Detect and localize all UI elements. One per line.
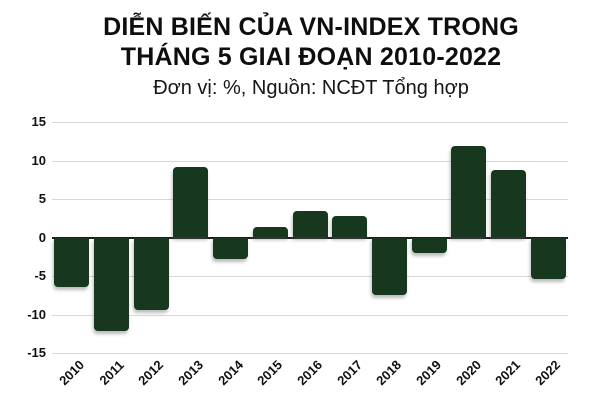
bar-2016 (292, 211, 328, 238)
bar-2015 (252, 227, 288, 238)
x-axis-label-2016: 2016 (294, 357, 326, 389)
x-axis-label-2017: 2017 (333, 357, 365, 389)
gridline--10 (52, 314, 568, 316)
bar-2017 (332, 215, 368, 238)
gridline-10 (52, 160, 568, 162)
x-axis-label-2014: 2014 (214, 357, 246, 389)
bar-2022 (530, 237, 566, 280)
chart-title-line-2: THÁNG 5 GIAI ĐOẠN 2010-2022 (120, 43, 502, 71)
bar-2019 (411, 237, 447, 253)
bar-2012 (133, 237, 169, 310)
chart-title-line-1: DIỄN BIẾN CỦA VN-INDEX TRONG (103, 13, 519, 41)
y-axis-tick--15: -15 (27, 345, 46, 360)
y-axis-tick--10: -10 (27, 306, 46, 322)
x-axis-label-2021: 2021 (492, 357, 524, 389)
x-axis-label-2018: 2018 (373, 357, 405, 389)
bar-2020 (451, 145, 487, 238)
bar-2014 (213, 237, 249, 260)
y-axis-tick-10: 10 (31, 152, 46, 168)
bar-2018 (371, 237, 407, 296)
y-axis-tick-0: 0 (38, 229, 46, 245)
x-axis-label-2011: 2011 (95, 357, 127, 388)
chart-subtitle: Đơn vị: %, Nguồn: NCĐT Tổng hợp (153, 77, 469, 99)
x-axis-label-2022: 2022 (532, 357, 564, 389)
x-axis-label-2010: 2010 (55, 357, 88, 389)
x-axis-label-2015: 2015 (254, 357, 286, 389)
zero-line (52, 236, 568, 239)
chart-header: DIỄN BIẾN CỦA VN-INDEX TRONG THÁNG 5 GIA… (22, 12, 600, 100)
gridline--5 (52, 276, 568, 277)
x-axis-label-2013: 2013 (175, 357, 207, 389)
bar-2011 (94, 237, 130, 332)
y-axis-tick-15: 15 (31, 114, 46, 129)
bar-2021 (490, 169, 526, 238)
bar-2013 (173, 166, 209, 238)
gridline--15 (52, 353, 568, 354)
y-axis-tick-5: 5 (38, 191, 46, 206)
gridline-5 (52, 199, 568, 200)
x-axis-label-2019: 2019 (413, 357, 445, 389)
bar-2010 (54, 237, 90, 287)
plot-area (52, 122, 568, 354)
x-axis-label-2012: 2012 (135, 357, 167, 389)
y-axis-tick--5: -5 (34, 268, 46, 283)
gridline-15 (52, 122, 568, 123)
x-axis-label-2020: 2020 (452, 357, 484, 389)
